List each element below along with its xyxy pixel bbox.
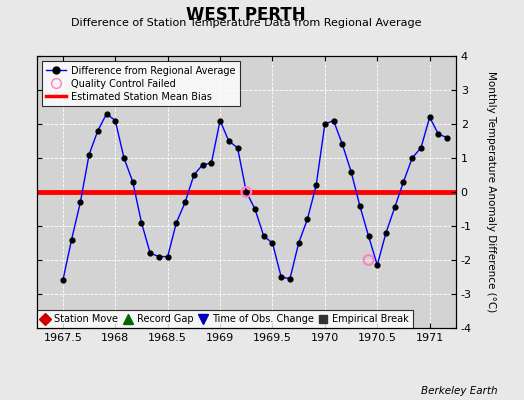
Point bbox=[382, 230, 390, 236]
Point bbox=[425, 114, 434, 120]
Text: Difference of Station Temperature Data from Regional Average: Difference of Station Temperature Data f… bbox=[71, 18, 421, 28]
Point bbox=[137, 219, 146, 226]
Text: WEST PERTH: WEST PERTH bbox=[187, 6, 306, 24]
Point bbox=[417, 144, 425, 151]
Point bbox=[356, 202, 364, 209]
Point bbox=[373, 262, 381, 268]
Point bbox=[268, 240, 277, 246]
Point bbox=[443, 134, 451, 141]
Point bbox=[286, 276, 294, 282]
Point bbox=[128, 178, 137, 185]
Point bbox=[312, 182, 320, 188]
Point bbox=[111, 117, 119, 124]
Point bbox=[347, 168, 355, 175]
Point bbox=[155, 254, 163, 260]
Point bbox=[434, 131, 443, 137]
Point bbox=[207, 160, 215, 166]
Point bbox=[190, 172, 198, 178]
Point bbox=[94, 128, 102, 134]
Point bbox=[102, 110, 111, 117]
Point bbox=[399, 178, 408, 185]
Point bbox=[199, 162, 207, 168]
Point bbox=[146, 250, 155, 256]
Point bbox=[321, 121, 329, 127]
Point bbox=[294, 240, 303, 246]
Point bbox=[163, 254, 172, 260]
Point bbox=[242, 189, 250, 195]
Point bbox=[242, 189, 250, 195]
Point bbox=[181, 199, 189, 205]
Point bbox=[120, 155, 128, 161]
Y-axis label: Monthly Temperature Anomaly Difference (°C): Monthly Temperature Anomaly Difference (… bbox=[486, 71, 496, 313]
Point bbox=[172, 219, 181, 226]
Point bbox=[59, 277, 67, 284]
Point bbox=[390, 204, 399, 210]
Point bbox=[338, 141, 346, 148]
Point bbox=[277, 274, 286, 280]
Point bbox=[408, 155, 417, 161]
Text: Berkeley Earth: Berkeley Earth bbox=[421, 386, 498, 396]
Point bbox=[259, 233, 268, 239]
Point bbox=[364, 257, 373, 263]
Point bbox=[364, 233, 373, 239]
Point bbox=[330, 117, 338, 124]
Point bbox=[303, 216, 312, 222]
Point bbox=[225, 138, 233, 144]
Point bbox=[251, 206, 259, 212]
Point bbox=[85, 151, 93, 158]
Point bbox=[233, 144, 242, 151]
Legend: Station Move, Record Gap, Time of Obs. Change, Empirical Break: Station Move, Record Gap, Time of Obs. C… bbox=[37, 310, 413, 328]
Point bbox=[76, 199, 84, 205]
Point bbox=[216, 117, 224, 124]
Point bbox=[68, 236, 76, 243]
